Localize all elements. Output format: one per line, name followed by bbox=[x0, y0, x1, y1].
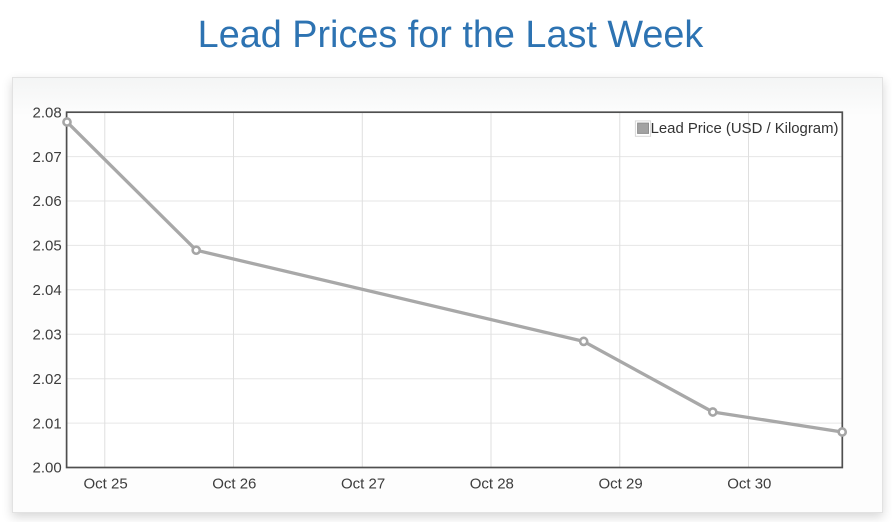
svg-text:Oct 29: Oct 29 bbox=[599, 476, 643, 493]
svg-text:Oct 30: Oct 30 bbox=[727, 476, 771, 493]
svg-text:2.03: 2.03 bbox=[32, 327, 61, 344]
svg-text:Oct 26: Oct 26 bbox=[212, 476, 256, 493]
svg-text:2.01: 2.01 bbox=[32, 415, 61, 432]
svg-text:Oct 25: Oct 25 bbox=[84, 476, 128, 493]
svg-text:Oct 27: Oct 27 bbox=[341, 476, 385, 493]
svg-text:2.04: 2.04 bbox=[32, 282, 61, 299]
svg-text:2.00: 2.00 bbox=[32, 460, 61, 477]
svg-text:Lead Price (USD / Kilogram): Lead Price (USD / Kilogram) bbox=[651, 121, 839, 137]
svg-text:2.02: 2.02 bbox=[32, 371, 61, 388]
svg-text:2.05: 2.05 bbox=[32, 238, 61, 255]
svg-text:2.07: 2.07 bbox=[32, 149, 61, 166]
svg-text:2.06: 2.06 bbox=[32, 193, 61, 210]
svg-text:Oct 28: Oct 28 bbox=[470, 476, 514, 493]
svg-text:2.08: 2.08 bbox=[32, 104, 61, 121]
